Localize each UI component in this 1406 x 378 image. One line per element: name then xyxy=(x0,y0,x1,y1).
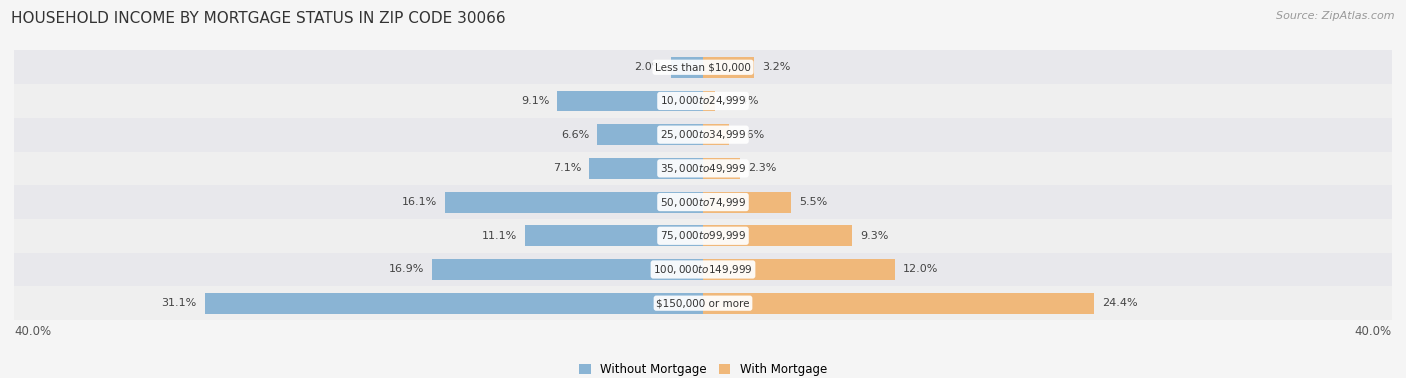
Text: $50,000 to $74,999: $50,000 to $74,999 xyxy=(659,195,747,209)
Text: Less than $10,000: Less than $10,000 xyxy=(655,62,751,72)
Text: HOUSEHOLD INCOME BY MORTGAGE STATUS IN ZIP CODE 30066: HOUSEHOLD INCOME BY MORTGAGE STATUS IN Z… xyxy=(11,11,506,26)
Bar xyxy=(703,57,754,78)
Bar xyxy=(205,293,703,314)
Bar xyxy=(557,90,703,112)
Text: 2.0%: 2.0% xyxy=(634,62,664,72)
Text: 40.0%: 40.0% xyxy=(14,325,51,338)
Text: 7.1%: 7.1% xyxy=(553,163,581,174)
Bar xyxy=(671,57,703,78)
Text: 31.1%: 31.1% xyxy=(162,298,197,308)
Bar xyxy=(432,259,703,280)
Text: $75,000 to $99,999: $75,000 to $99,999 xyxy=(659,229,747,242)
Text: 40.0%: 40.0% xyxy=(1355,325,1392,338)
Text: 5.5%: 5.5% xyxy=(799,197,827,207)
Bar xyxy=(703,158,740,179)
Text: $100,000 to $149,999: $100,000 to $149,999 xyxy=(654,263,752,276)
Text: 2.3%: 2.3% xyxy=(748,163,776,174)
Bar xyxy=(703,90,714,112)
Text: $25,000 to $34,999: $25,000 to $34,999 xyxy=(659,128,747,141)
Bar xyxy=(703,259,896,280)
Bar xyxy=(14,286,1392,320)
Bar xyxy=(14,219,1392,253)
Text: 0.74%: 0.74% xyxy=(723,96,758,106)
Text: $150,000 or more: $150,000 or more xyxy=(657,298,749,308)
Bar xyxy=(703,293,1094,314)
Bar xyxy=(446,192,703,212)
Bar xyxy=(14,185,1392,219)
Bar xyxy=(14,50,1392,84)
Text: $10,000 to $24,999: $10,000 to $24,999 xyxy=(659,94,747,107)
Text: 9.3%: 9.3% xyxy=(860,231,889,241)
Text: 9.1%: 9.1% xyxy=(520,96,550,106)
Bar xyxy=(589,158,703,179)
Text: 3.2%: 3.2% xyxy=(762,62,790,72)
Text: 6.6%: 6.6% xyxy=(561,130,589,139)
Text: 11.1%: 11.1% xyxy=(482,231,517,241)
Bar xyxy=(703,192,792,212)
Text: 16.1%: 16.1% xyxy=(402,197,437,207)
Bar xyxy=(703,225,852,246)
Text: $35,000 to $49,999: $35,000 to $49,999 xyxy=(659,162,747,175)
Bar xyxy=(703,124,728,145)
Text: 24.4%: 24.4% xyxy=(1102,298,1137,308)
Bar xyxy=(598,124,703,145)
Bar xyxy=(14,253,1392,286)
Bar xyxy=(14,118,1392,152)
Text: Source: ZipAtlas.com: Source: ZipAtlas.com xyxy=(1277,11,1395,21)
Bar xyxy=(526,225,703,246)
Text: 12.0%: 12.0% xyxy=(903,265,939,274)
Text: 16.9%: 16.9% xyxy=(389,265,425,274)
Text: 1.6%: 1.6% xyxy=(737,130,765,139)
Bar xyxy=(14,152,1392,185)
Bar xyxy=(14,84,1392,118)
Legend: Without Mortgage, With Mortgage: Without Mortgage, With Mortgage xyxy=(574,358,832,378)
